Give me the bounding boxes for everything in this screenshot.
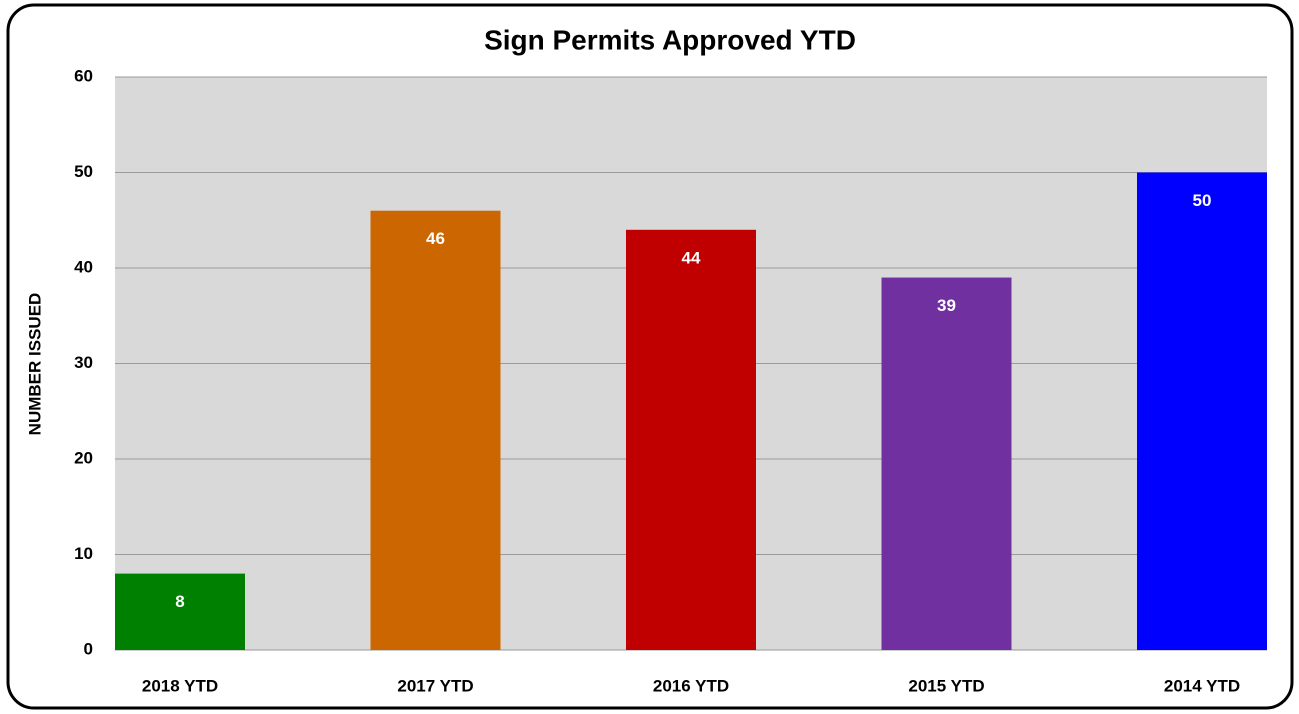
x-tick-label: 2014 YTD (1164, 676, 1240, 695)
data-label: 46 (426, 229, 445, 248)
bar (370, 210, 501, 650)
bar (115, 573, 245, 650)
y-axis-label: NUMBER ISSUED (25, 293, 44, 436)
y-tick-label: 40 (74, 257, 93, 276)
y-tick-label: 50 (74, 162, 93, 181)
bar (881, 277, 1012, 650)
data-label: 50 (1193, 191, 1212, 210)
y-tick-label: 10 (74, 544, 93, 563)
x-tick-label: 2016 YTD (653, 676, 729, 695)
bar (1137, 172, 1267, 650)
data-label: 44 (682, 248, 701, 267)
data-label: 8 (175, 592, 184, 611)
x-tick-label: 2018 YTD (142, 676, 218, 695)
x-tick-label: 2015 YTD (908, 676, 984, 695)
y-tick-label: 60 (74, 66, 93, 85)
chart-title: Sign Permits Approved YTD (484, 24, 856, 55)
data-label: 39 (937, 296, 956, 315)
y-tick-label: 20 (74, 448, 93, 467)
y-tick-label: 30 (74, 353, 93, 372)
y-tick-label: 0 (84, 639, 93, 658)
x-tick-label: 2017 YTD (397, 676, 473, 695)
bar (626, 229, 756, 651)
